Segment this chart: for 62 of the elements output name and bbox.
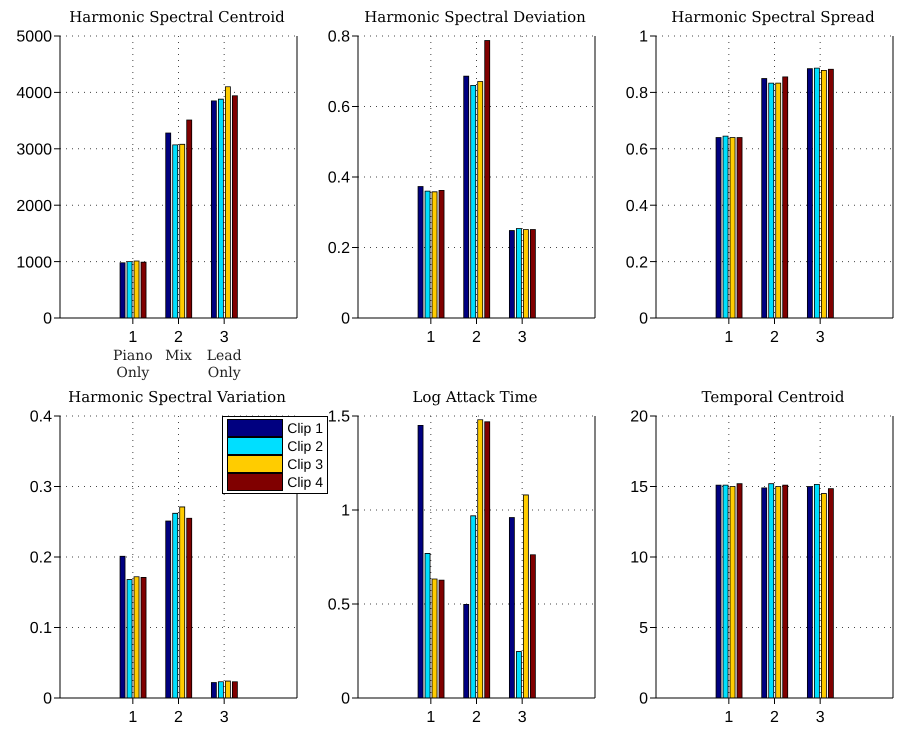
y-tick-label: 0.6	[328, 99, 350, 116]
text: Lead Only	[206, 348, 242, 381]
text: Piano Only	[112, 348, 153, 381]
y-tick-label: 5	[639, 620, 648, 638]
y-tick-label: 4000	[16, 85, 52, 102]
y-tick-label: 1	[639, 28, 648, 46]
x-tick-label: 1	[724, 709, 734, 726]
y-tick-label: 0.4	[30, 408, 52, 426]
x-tick-label: 1	[128, 329, 138, 346]
x-tick-label: 3	[220, 709, 229, 726]
chart-title: Log Attack Time	[411, 388, 539, 408]
y-tick-label: 0	[341, 690, 350, 708]
y-tick-label: 1000	[16, 254, 52, 272]
x-tick-label: 2	[472, 329, 482, 346]
y-tick-label: 0	[43, 310, 52, 328]
text: Mix	[165, 348, 192, 364]
x-tick-label: 3	[816, 709, 825, 726]
y-tick-label: 0.3	[30, 479, 52, 496]
y-tick-label: 0.6	[626, 141, 648, 158]
x-tick-label: 2	[472, 709, 482, 726]
x-tick-label: 2	[770, 329, 780, 346]
y-tick-label: 0	[341, 310, 350, 328]
legend-label: Clip 3	[286, 455, 323, 473]
x-tick-label: 1	[426, 329, 436, 346]
y-tick-label: 0.8	[626, 85, 648, 102]
y-tick-label: 20	[630, 408, 648, 426]
x-tick-label: 3	[816, 329, 825, 346]
y-tick-label: 5000	[16, 28, 52, 46]
x-tick-label: 1	[128, 709, 138, 726]
x-tick-label: 1	[724, 329, 734, 346]
legend-label: Clip 2	[286, 437, 323, 455]
y-tick-label: 10	[630, 550, 648, 567]
y-tick-label: 0.4	[626, 198, 648, 215]
y-tick-label: 1	[341, 502, 350, 520]
y-tick-label: 0.4	[328, 170, 350, 187]
x-tick-label: 3	[518, 329, 527, 346]
y-tick-label: 0.2	[30, 550, 52, 567]
y-tick-label: 2000	[16, 198, 52, 215]
y-tick-label: 0	[639, 690, 648, 708]
chart-title: Harmonic Spectral Centroid	[68, 8, 286, 28]
x-tick-label: 2	[174, 329, 184, 346]
y-tick-label: 0	[639, 310, 648, 328]
y-tick-label: 1.5	[328, 408, 350, 426]
y-tick-label: 0.1	[30, 620, 52, 638]
legend-label: Clip 4	[286, 473, 323, 491]
y-tick-label: 0	[43, 690, 52, 708]
legend-label: Clip 1	[286, 419, 323, 437]
x-tick-label: 1	[426, 709, 436, 726]
y-tick-label: 0.2	[626, 254, 648, 272]
y-tick-label: 0.8	[328, 28, 350, 46]
chart-title: Harmonic Spectral Spread	[670, 8, 876, 28]
chart-title: Harmonic Spectral Variation	[67, 388, 287, 408]
y-tick-label: 15	[630, 479, 648, 496]
x-tick-label: 3	[518, 709, 527, 726]
x-tick-label: 3	[220, 329, 229, 346]
y-tick-label: 3000	[16, 141, 52, 158]
x-tick-label: 2	[770, 709, 780, 726]
x-tick-label: 2	[174, 709, 184, 726]
chart-title: Harmonic Spectral Deviation	[363, 8, 587, 28]
y-tick-label: 0.2	[328, 240, 350, 258]
y-tick-label: 0.5	[328, 596, 350, 614]
chart-title: Temporal Centroid	[700, 388, 846, 408]
